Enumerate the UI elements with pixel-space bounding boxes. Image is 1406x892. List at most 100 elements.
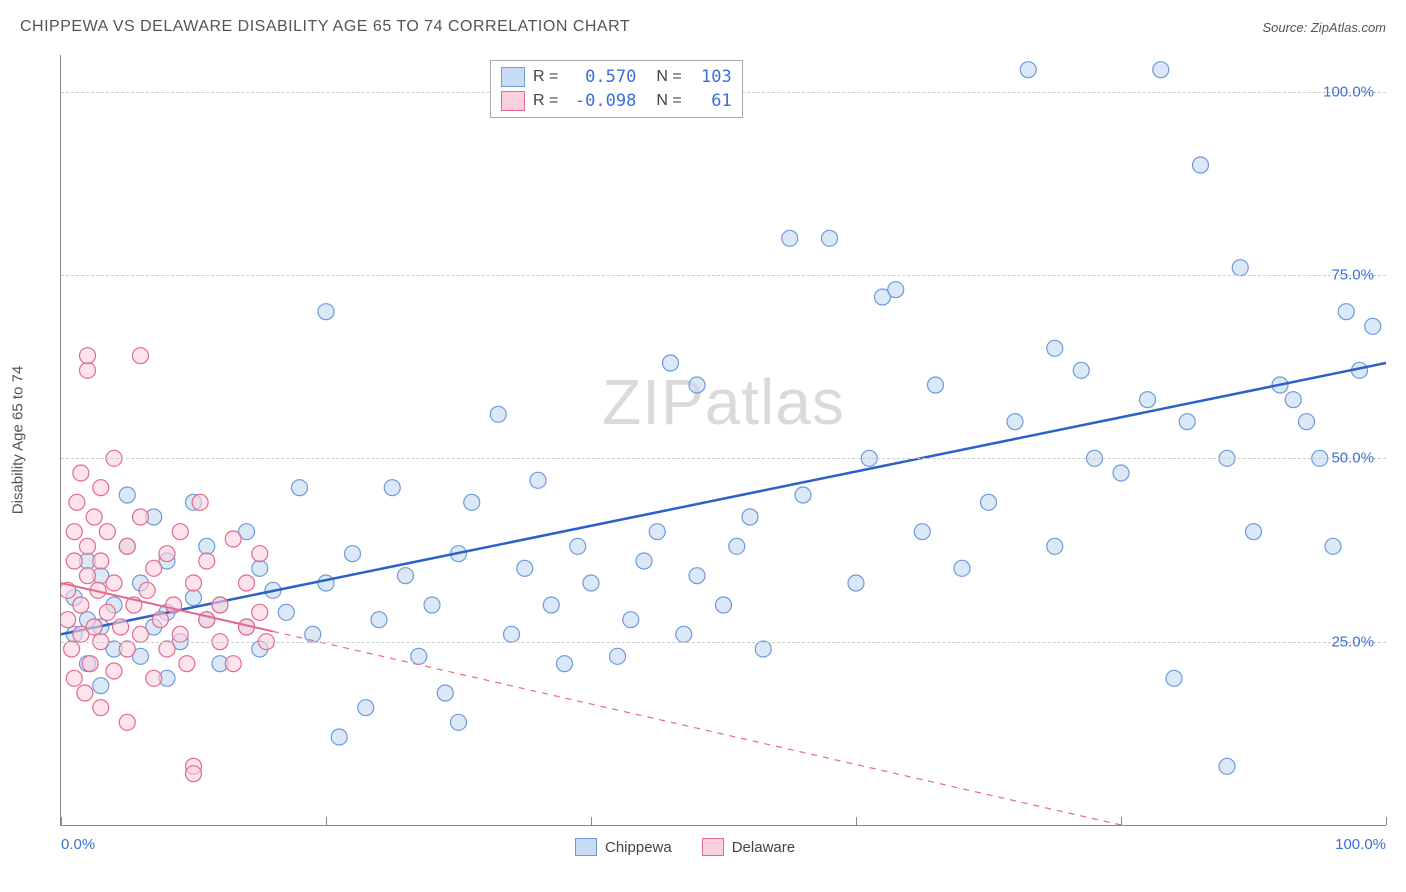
- legend-item: Chippewa: [575, 838, 672, 856]
- data-point: [583, 575, 599, 591]
- data-point: [93, 700, 109, 716]
- data-point: [199, 553, 215, 569]
- data-point: [252, 560, 268, 576]
- data-point: [239, 575, 255, 591]
- data-point: [1047, 538, 1063, 554]
- data-point: [822, 230, 838, 246]
- data-point: [557, 656, 573, 672]
- data-point: [133, 626, 149, 642]
- data-point: [1193, 157, 1209, 173]
- data-point: [1232, 260, 1248, 276]
- data-point: [212, 597, 228, 613]
- data-point: [80, 362, 96, 378]
- data-point: [1246, 524, 1262, 540]
- data-point: [86, 509, 102, 525]
- data-point: [570, 538, 586, 554]
- data-point: [928, 377, 944, 393]
- chart-title: CHIPPEWA VS DELAWARE DISABILITY AGE 65 T…: [20, 18, 630, 36]
- data-point: [73, 597, 89, 613]
- data-point: [504, 626, 520, 642]
- y-tick-label: 25.0%: [1331, 633, 1374, 650]
- data-point: [795, 487, 811, 503]
- data-point: [1285, 392, 1301, 408]
- data-point: [888, 282, 904, 298]
- data-point: [159, 546, 175, 562]
- data-point: [729, 538, 745, 554]
- data-point: [1365, 318, 1381, 334]
- data-point: [252, 546, 268, 562]
- data-point: [66, 553, 82, 569]
- data-point: [119, 641, 135, 657]
- data-point: [159, 641, 175, 657]
- x-tick: [591, 817, 592, 825]
- data-point: [106, 575, 122, 591]
- data-point: [345, 546, 361, 562]
- data-point: [1113, 465, 1129, 481]
- data-point: [663, 355, 679, 371]
- legend-stats-row: R =0.570N =103: [501, 65, 732, 89]
- data-point: [139, 582, 155, 598]
- data-point: [1153, 62, 1169, 78]
- r-label: R =: [533, 89, 558, 113]
- source-attribution: Source: ZipAtlas.com: [1262, 20, 1386, 35]
- x-tick: [856, 817, 857, 825]
- data-point: [1047, 340, 1063, 356]
- r-value: 0.570: [566, 65, 636, 89]
- n-value: 61: [690, 89, 732, 113]
- gridline-h: [61, 275, 1386, 276]
- data-point: [1140, 392, 1156, 408]
- data-point: [954, 560, 970, 576]
- data-point: [93, 480, 109, 496]
- data-point: [1166, 670, 1182, 686]
- correlation-legend: R =0.570N =103R =-0.098N =61: [490, 60, 743, 118]
- data-point: [86, 619, 102, 635]
- data-point: [113, 619, 129, 635]
- data-point: [424, 597, 440, 613]
- data-point: [172, 524, 188, 540]
- y-axis-label: Disability Age 65 to 74: [10, 366, 27, 514]
- data-point: [398, 568, 414, 584]
- data-point: [93, 678, 109, 694]
- r-value: -0.098: [566, 89, 636, 113]
- data-point: [755, 641, 771, 657]
- data-point: [517, 560, 533, 576]
- data-point: [437, 685, 453, 701]
- data-point: [146, 560, 162, 576]
- series-legend: Chippewa Delaware: [575, 838, 795, 856]
- data-point: [77, 685, 93, 701]
- gridline-h: [61, 642, 1386, 643]
- data-point: [192, 494, 208, 510]
- data-point: [252, 604, 268, 620]
- data-point: [225, 656, 241, 672]
- data-point: [61, 612, 76, 628]
- data-point: [66, 670, 82, 686]
- data-point: [318, 304, 334, 320]
- data-point: [543, 597, 559, 613]
- legend-stats-row: R =-0.098N =61: [501, 89, 732, 113]
- data-point: [649, 524, 665, 540]
- data-point: [689, 377, 705, 393]
- y-tick-label: 50.0%: [1331, 450, 1374, 467]
- data-point: [331, 729, 347, 745]
- trend-line-dashed: [273, 631, 1121, 825]
- legend-swatch: [501, 67, 525, 87]
- data-point: [1020, 62, 1036, 78]
- data-point: [80, 538, 96, 554]
- data-point: [411, 648, 427, 664]
- data-point: [782, 230, 798, 246]
- data-point: [636, 553, 652, 569]
- n-value: 103: [690, 65, 732, 89]
- data-point: [133, 348, 149, 364]
- legend-item: Delaware: [702, 838, 795, 856]
- legend-swatch: [702, 838, 724, 856]
- data-point: [152, 612, 168, 628]
- legend-swatch: [575, 838, 597, 856]
- data-point: [1299, 414, 1315, 430]
- data-point: [172, 626, 188, 642]
- data-point: [689, 568, 705, 584]
- data-point: [464, 494, 480, 510]
- data-point: [119, 714, 135, 730]
- data-point: [146, 670, 162, 686]
- data-point: [292, 480, 308, 496]
- r-label: R =: [533, 65, 558, 89]
